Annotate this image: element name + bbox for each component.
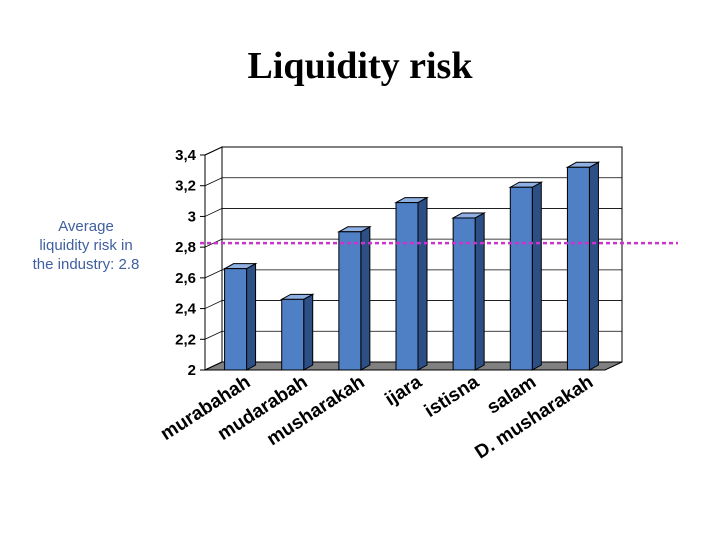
y-tick-label: 2,2 xyxy=(175,331,196,348)
gridline xyxy=(204,208,622,217)
gridline xyxy=(204,330,622,340)
bar xyxy=(336,225,372,371)
x-tick-label: istisna xyxy=(421,371,483,422)
reference-label-line-2: liquidity risk in xyxy=(39,237,133,254)
gridlines xyxy=(204,146,622,340)
y-tick-label: 2,6 xyxy=(175,270,196,287)
reference-line-label: Average liquidity risk in the industry: … xyxy=(12,217,160,274)
gridline xyxy=(204,238,622,248)
gridline xyxy=(204,269,622,279)
bar-front xyxy=(509,186,533,371)
bar-side xyxy=(360,225,371,371)
reference-label-line-3: the industry: 2.8 xyxy=(32,256,140,273)
reference-label-line-1: Average xyxy=(58,218,114,235)
bar-front xyxy=(566,166,590,371)
bar-side xyxy=(246,262,257,371)
y-tick-label: 2,4 xyxy=(175,301,197,318)
bar-side xyxy=(303,293,314,371)
bar xyxy=(222,262,258,371)
y-axis-ticks: 2 2,2 2,4 2,6 2,8 3 3,2 3,4 xyxy=(175,147,205,379)
gridline xyxy=(204,300,622,309)
side-wall xyxy=(204,146,223,371)
chart-title: Liquidity risk xyxy=(247,45,473,87)
bar-side xyxy=(417,196,428,371)
bar-front xyxy=(395,202,419,371)
bar-side xyxy=(588,161,599,371)
bar-side xyxy=(531,181,542,371)
bar xyxy=(394,196,429,371)
bar-side xyxy=(474,212,485,371)
bar-front xyxy=(452,217,476,371)
bar xyxy=(451,212,487,371)
bar xyxy=(565,161,601,371)
bar xyxy=(279,293,315,371)
y-tick-label: 2,8 xyxy=(175,239,196,256)
y-tick-label: 3,4 xyxy=(175,147,197,164)
x-tick-label: ijara xyxy=(381,371,426,410)
y-tick-label: 3,2 xyxy=(175,178,196,195)
x-tick-label: musharakah xyxy=(263,372,368,451)
y-tick-label: 3 xyxy=(188,208,196,225)
gridline xyxy=(204,177,622,187)
bar-front xyxy=(338,231,362,371)
bar xyxy=(508,181,544,371)
bar-front xyxy=(224,268,248,371)
gridline xyxy=(204,146,622,156)
bar-front xyxy=(281,298,305,371)
bars xyxy=(222,161,601,371)
y-tick-label: 2 xyxy=(188,362,196,379)
